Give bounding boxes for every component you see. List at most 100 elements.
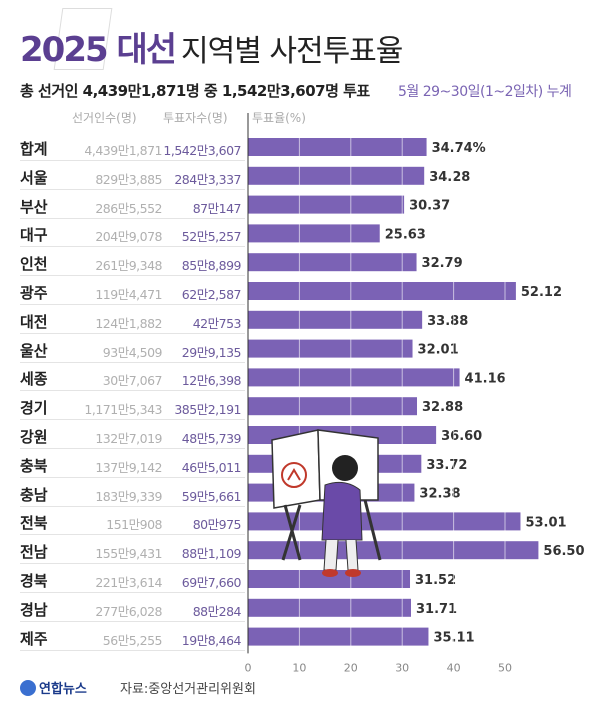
bar-value-label: 32.38: [419, 487, 460, 502]
page-title: 2025 대선 지역별 사전투표율: [20, 22, 403, 71]
electors-value: 204만9,078: [95, 229, 162, 245]
region-name: 인천: [20, 255, 48, 274]
bar-value-label: 30.37: [409, 199, 450, 214]
electors-value: 137만9,142: [95, 459, 162, 475]
table-row: 경북 221만3,614 69만7,660: [20, 565, 245, 593]
voters-value: 19만8,464: [181, 632, 242, 648]
voters-value: 29만9,135: [181, 344, 242, 360]
region-name: 제주: [20, 629, 48, 648]
bar: [248, 339, 413, 358]
table-row: 전북 151만908 80만975: [20, 507, 245, 536]
x-tick-label: 20: [344, 661, 358, 674]
table-row: 서울 829만3,885 284만3,337: [20, 162, 245, 190]
voters-value: 12만6,398: [181, 373, 242, 389]
bar: [248, 224, 380, 243]
bar-value-label: 34.28: [429, 170, 470, 185]
electors-value: 221만3,614: [95, 575, 162, 590]
region-name: 전북: [20, 514, 48, 533]
table-row: 대전 124만1,882 42만753: [20, 306, 245, 334]
electors-value: 151만908: [106, 517, 162, 533]
electors-value: 119만4,471: [95, 287, 162, 302]
subtitle: 총 선거인 4,439만1,871명 중 1,542만3,607명 투표: [20, 82, 370, 100]
bar: [248, 138, 427, 156]
bar-value-label: 25.63: [385, 227, 426, 242]
voters-value: 52만5,257: [181, 229, 242, 245]
voters-value: 88만284: [192, 603, 242, 619]
bar: [248, 310, 423, 329]
region-name: 대구: [20, 226, 48, 245]
voters-value: 62만2,587: [181, 287, 242, 302]
x-tick-label: 0: [245, 661, 252, 674]
bar: [248, 570, 411, 588]
voters-value: 48만5,739: [181, 431, 242, 446]
bar-value-label: 32.88: [422, 400, 463, 415]
bar-value-label: 52.12: [521, 285, 562, 300]
x-tick-label: 40: [447, 661, 461, 674]
logo-icon: [20, 680, 36, 696]
x-tick-label: 10: [292, 661, 306, 674]
bar-value-label: 33.72: [426, 458, 467, 473]
electors-value: 277만6,028: [95, 603, 162, 619]
title-highlight: 2025 대선: [20, 30, 177, 70]
electors-value: 4,439만1,871: [84, 143, 162, 158]
region-name: 서울: [20, 168, 48, 187]
voters-value: 69만7,660: [181, 575, 242, 590]
region-name: 경북: [20, 572, 48, 590]
electors-value: 286만5,552: [95, 200, 162, 216]
voters-value: 87만147: [192, 200, 242, 216]
table-row: 대구 204만9,078 52만5,257: [20, 219, 245, 248]
electors-value: 155만9,431: [95, 546, 162, 562]
voters-value: 284만3,337: [174, 171, 241, 187]
bar: [248, 166, 425, 185]
table-row: 경기 1,171만5,343 385만2,191: [20, 392, 245, 421]
region-name: 경남: [20, 600, 48, 619]
electors-value: 132만7,019: [95, 431, 162, 446]
electors-value: 261만9,348: [95, 258, 162, 274]
region-name: 강원: [20, 428, 48, 446]
electors-value: 829만3,885: [95, 171, 162, 187]
header-voters: 투표자수(명): [163, 111, 228, 125]
region-name: 대전: [20, 312, 48, 331]
table-row: 울산 93만4,509 29만9,135: [20, 335, 245, 363]
electors-value: 30만7,067: [102, 373, 163, 389]
logo-text: 연합뉴스: [39, 682, 87, 697]
bar-value-label: 33.88: [427, 314, 468, 329]
bar: [248, 598, 411, 617]
bar: [248, 512, 521, 531]
bar-value-label: 56.50: [543, 544, 584, 559]
voters-value: 85만8,899: [181, 258, 242, 274]
table-row: 광주 119만4,471 62만2,587: [20, 277, 245, 305]
voters-value: 88만1,109: [181, 546, 242, 562]
voting-booth-illustration: [271, 429, 382, 577]
electors-value: 56만5,255: [102, 632, 163, 648]
bar: [248, 397, 418, 416]
x-tick-label: 50: [498, 661, 512, 674]
bar: [248, 541, 539, 560]
table-row: 전남 155만9,431 88만1,109: [20, 536, 245, 565]
table-row: 제주 56만5,255 19만8,464: [20, 623, 245, 651]
voters-value: 80만975: [192, 517, 242, 533]
bar-value-label: 36.60: [441, 429, 482, 444]
table-row: 인천 261만9,348 85만8,899: [20, 248, 245, 277]
header-electors: 선거인수(명): [72, 111, 137, 125]
voters-value: 385만2,191: [174, 402, 241, 418]
bar: [248, 195, 405, 214]
electors-value: 183만9,339: [95, 488, 162, 504]
bar-value-label: 53.01: [525, 515, 566, 530]
voters-value: 42만753: [192, 315, 242, 331]
bar-value-label: 31.71: [416, 602, 457, 617]
electors-value: 93만4,509: [102, 344, 163, 360]
bar: [248, 368, 460, 387]
table-row: 부산 286만5,552 87만147: [20, 191, 245, 219]
header-rate: 투표율(%): [252, 111, 306, 125]
region-name: 광주: [20, 284, 48, 302]
table-row: 경남 277만6,028 88만284: [20, 594, 245, 622]
bar-value-label: 32.79: [422, 256, 463, 271]
period: 5월 29~30일(1~2일차) 누계: [398, 84, 572, 100]
x-tick-label: 30: [395, 661, 409, 674]
region-name: 충남: [20, 485, 48, 504]
electors-value: 1,171만5,343: [84, 402, 162, 418]
bar: [248, 253, 417, 272]
voters-value: 59만5,661: [181, 488, 242, 504]
